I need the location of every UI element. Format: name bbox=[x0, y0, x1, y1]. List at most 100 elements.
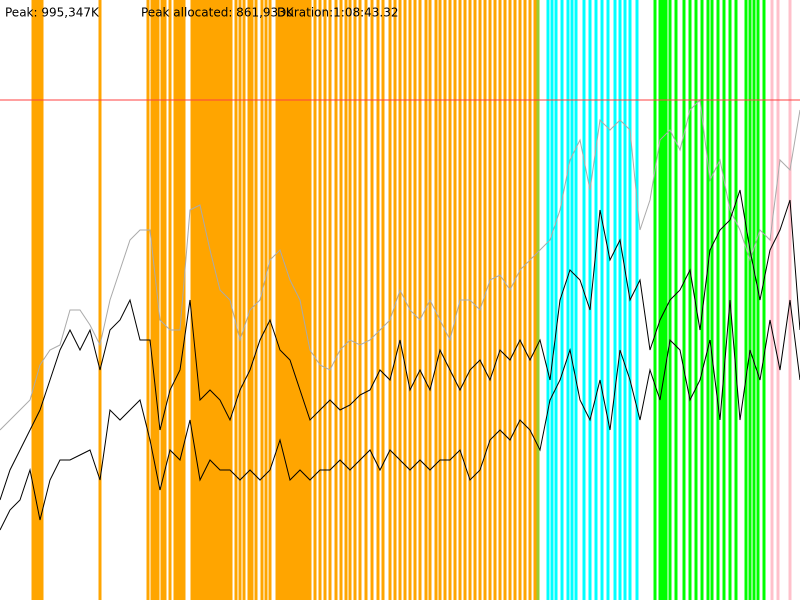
event-band bbox=[570, 0, 574, 600]
event-band bbox=[518, 0, 522, 600]
event-band bbox=[393, 0, 397, 600]
event-band bbox=[523, 0, 527, 600]
event-band bbox=[344, 0, 348, 600]
event-band bbox=[287, 0, 291, 600]
event-band bbox=[554, 0, 558, 600]
event-band bbox=[98, 0, 102, 600]
event-band bbox=[560, 0, 564, 600]
event-band bbox=[364, 0, 368, 600]
memory-line bbox=[0, 299, 800, 531]
event-band bbox=[722, 0, 726, 600]
event-band bbox=[226, 0, 230, 600]
event-band bbox=[550, 0, 554, 600]
event-band bbox=[613, 0, 617, 600]
duration-label: Duration:1:08:43.32 bbox=[277, 6, 399, 20]
event-band bbox=[163, 0, 167, 600]
event-band bbox=[488, 0, 492, 600]
event-band bbox=[260, 0, 264, 600]
event-band bbox=[381, 0, 385, 600]
event-band bbox=[358, 0, 362, 600]
event-band bbox=[168, 0, 172, 600]
event-bands bbox=[31, 0, 792, 600]
event-band bbox=[453, 0, 457, 600]
event-band bbox=[176, 0, 180, 600]
event-band bbox=[710, 0, 714, 600]
event-band bbox=[776, 0, 780, 600]
event-band bbox=[234, 0, 238, 600]
event-band bbox=[214, 0, 218, 600]
event-band bbox=[376, 0, 380, 600]
event-band bbox=[275, 0, 279, 600]
event-band bbox=[478, 0, 482, 600]
event-band bbox=[220, 0, 224, 600]
event-band bbox=[223, 0, 227, 600]
event-band bbox=[146, 0, 150, 600]
event-band bbox=[388, 0, 392, 600]
event-band bbox=[190, 0, 194, 600]
memory-lines bbox=[0, 98, 800, 531]
event-band bbox=[588, 0, 592, 600]
event-band bbox=[546, 0, 550, 600]
event-band bbox=[398, 0, 402, 600]
event-band bbox=[308, 0, 312, 600]
event-band bbox=[706, 0, 710, 600]
event-band bbox=[493, 0, 497, 600]
event-band bbox=[770, 0, 774, 600]
event-band bbox=[533, 0, 537, 600]
event-band bbox=[247, 0, 251, 600]
event-band bbox=[370, 0, 374, 600]
event-band bbox=[618, 0, 622, 600]
event-band bbox=[438, 0, 442, 600]
event-band bbox=[574, 0, 578, 600]
event-band bbox=[323, 0, 327, 600]
event-band bbox=[199, 0, 203, 600]
event-band bbox=[674, 0, 678, 600]
event-band bbox=[661, 0, 665, 600]
event-band bbox=[173, 0, 177, 600]
event-band bbox=[664, 0, 668, 600]
event-band bbox=[682, 0, 686, 600]
event-band bbox=[513, 0, 517, 600]
event-band bbox=[229, 0, 233, 600]
event-band bbox=[582, 0, 586, 600]
event-band bbox=[202, 0, 206, 600]
event-band bbox=[40, 0, 44, 600]
event-band bbox=[278, 0, 282, 600]
peak-label: Peak: 995,347K bbox=[5, 6, 100, 20]
event-band bbox=[290, 0, 294, 600]
event-band bbox=[443, 0, 447, 600]
event-band bbox=[748, 0, 752, 600]
event-band bbox=[600, 0, 604, 600]
event-band bbox=[606, 0, 610, 600]
event-band bbox=[473, 0, 477, 600]
event-band bbox=[694, 0, 698, 600]
memory-line bbox=[0, 189, 800, 501]
event-band bbox=[762, 0, 766, 600]
event-band bbox=[305, 0, 309, 600]
event-band bbox=[182, 0, 186, 600]
event-band bbox=[208, 0, 212, 600]
event-band bbox=[756, 0, 760, 600]
event-band bbox=[536, 0, 540, 600]
peak-allocated-label: Peak allocated: 861,933K bbox=[141, 6, 295, 20]
event-band bbox=[483, 0, 487, 600]
event-band bbox=[434, 0, 438, 600]
event-band bbox=[153, 0, 157, 600]
event-band bbox=[594, 0, 598, 600]
event-band bbox=[254, 0, 258, 600]
event-band bbox=[242, 0, 246, 600]
event-band bbox=[179, 0, 183, 600]
memory-line bbox=[0, 98, 800, 431]
event-band bbox=[353, 0, 357, 600]
event-band bbox=[281, 0, 285, 600]
event-band bbox=[193, 0, 197, 600]
event-band bbox=[339, 0, 343, 600]
event-band bbox=[566, 0, 570, 600]
event-band bbox=[328, 0, 332, 600]
event-band bbox=[313, 0, 317, 600]
event-band bbox=[299, 0, 303, 600]
event-band bbox=[635, 0, 639, 600]
header: Peak: 995,347K Peak allocated: 861,933K … bbox=[5, 6, 399, 20]
